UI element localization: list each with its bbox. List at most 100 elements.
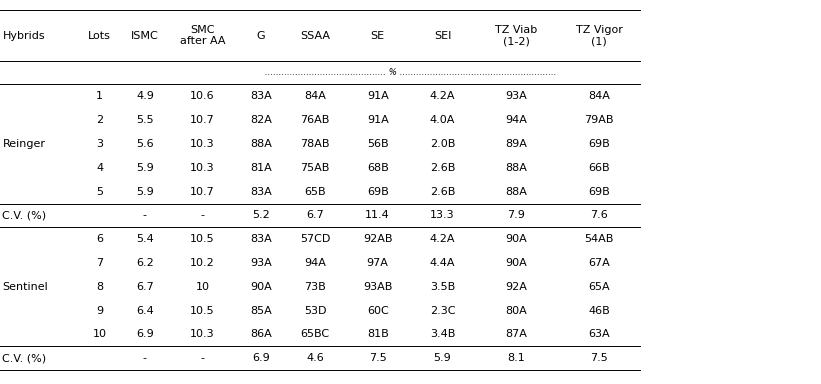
Text: 65BC: 65BC: [300, 329, 330, 339]
Text: 10.3: 10.3: [190, 139, 214, 149]
Text: 5.4: 5.4: [136, 234, 154, 244]
Text: 10: 10: [93, 329, 107, 339]
Text: 13.3: 13.3: [430, 210, 455, 220]
Text: 93A: 93A: [250, 258, 272, 268]
Text: 90A: 90A: [506, 234, 527, 244]
Text: 3.4B: 3.4B: [430, 329, 455, 339]
Text: 5.9: 5.9: [136, 163, 154, 173]
Text: 5: 5: [96, 187, 103, 197]
Text: 5.9: 5.9: [433, 353, 452, 363]
Text: 66B: 66B: [589, 163, 610, 173]
Text: 10.5: 10.5: [190, 306, 214, 316]
Text: 9: 9: [96, 306, 103, 316]
Text: 69B: 69B: [589, 139, 610, 149]
Text: 88A: 88A: [506, 187, 527, 197]
Text: 6.9: 6.9: [252, 353, 270, 363]
Text: 1: 1: [96, 91, 103, 101]
Text: 53D: 53D: [304, 306, 327, 316]
Text: 92A: 92A: [506, 282, 527, 292]
Text: 73B: 73B: [305, 282, 326, 292]
Text: 76AB: 76AB: [300, 115, 330, 125]
Text: 69B: 69B: [367, 187, 388, 197]
Text: 83A: 83A: [250, 187, 272, 197]
Text: 4.6: 4.6: [306, 353, 324, 363]
Text: 60C: 60C: [367, 306, 388, 316]
Text: 10.3: 10.3: [190, 329, 214, 339]
Text: 4.9: 4.9: [136, 91, 154, 101]
Text: 54AB: 54AB: [585, 234, 614, 244]
Text: -: -: [143, 210, 147, 220]
Text: 10.7: 10.7: [190, 187, 215, 197]
Text: 90A: 90A: [506, 258, 527, 268]
Text: 93A: 93A: [506, 91, 527, 101]
Text: 2.0B: 2.0B: [430, 139, 455, 149]
Text: 90A: 90A: [250, 282, 272, 292]
Text: Hybrids: Hybrids: [2, 30, 45, 41]
Text: 86A: 86A: [250, 329, 272, 339]
Text: SSAA: SSAA: [300, 30, 330, 41]
Text: 94A: 94A: [305, 258, 326, 268]
Text: 83A: 83A: [250, 91, 272, 101]
Text: Lots: Lots: [89, 30, 111, 41]
Text: 6.4: 6.4: [136, 306, 154, 316]
Text: 69B: 69B: [589, 187, 610, 197]
Text: 91A: 91A: [367, 115, 388, 125]
Text: -: -: [143, 353, 147, 363]
Text: 4.0A: 4.0A: [430, 115, 455, 125]
Text: Sentinel: Sentinel: [2, 282, 48, 292]
Text: 10.5: 10.5: [190, 234, 214, 244]
Text: 46B: 46B: [589, 306, 610, 316]
Text: 87A: 87A: [506, 329, 527, 339]
Text: ISMC: ISMC: [131, 30, 158, 41]
Text: C.V. (%): C.V. (%): [2, 353, 47, 363]
Text: 84A: 84A: [589, 91, 610, 101]
Text: -: -: [200, 210, 204, 220]
Text: 91A: 91A: [367, 91, 388, 101]
Text: 4.2A: 4.2A: [429, 91, 456, 101]
Text: 6.9: 6.9: [136, 329, 154, 339]
Text: 78AB: 78AB: [300, 139, 330, 149]
Text: 5.9: 5.9: [136, 187, 154, 197]
Text: 6.2: 6.2: [136, 258, 154, 268]
Text: 6.7: 6.7: [136, 282, 154, 292]
Text: 7: 7: [96, 258, 103, 268]
Text: 10: 10: [195, 282, 209, 292]
Text: 81A: 81A: [250, 163, 272, 173]
Text: 97A: 97A: [367, 258, 388, 268]
Text: G: G: [257, 30, 265, 41]
Text: 7.9: 7.9: [507, 210, 525, 220]
Text: 2.6B: 2.6B: [430, 163, 455, 173]
Text: 84A: 84A: [305, 91, 326, 101]
Text: 57CD: 57CD: [300, 234, 330, 244]
Text: 7.5: 7.5: [369, 353, 387, 363]
Text: 67A: 67A: [589, 258, 610, 268]
Text: TZ Vigor
(1): TZ Vigor (1): [576, 25, 623, 46]
Text: Reinger: Reinger: [2, 139, 45, 149]
Text: SMC
after AA: SMC after AA: [180, 25, 225, 46]
Text: 81B: 81B: [367, 329, 388, 339]
Text: 4.4A: 4.4A: [429, 258, 456, 268]
Text: 93AB: 93AB: [363, 282, 392, 292]
Text: TZ Viab
(1-2): TZ Viab (1-2): [495, 25, 538, 46]
Text: 75AB: 75AB: [300, 163, 330, 173]
Text: 8: 8: [96, 282, 103, 292]
Text: 11.4: 11.4: [365, 210, 390, 220]
Text: 68B: 68B: [367, 163, 388, 173]
Text: SE: SE: [370, 30, 385, 41]
Text: 63A: 63A: [589, 329, 610, 339]
Text: 5.2: 5.2: [252, 210, 270, 220]
Text: 2.3C: 2.3C: [429, 306, 456, 316]
Text: 6.7: 6.7: [306, 210, 324, 220]
Text: 7.5: 7.5: [590, 353, 608, 363]
Text: 4: 4: [96, 163, 103, 173]
Text: 80A: 80A: [506, 306, 527, 316]
Text: 88A: 88A: [250, 139, 272, 149]
Text: 85A: 85A: [250, 306, 272, 316]
Text: 3: 3: [96, 139, 103, 149]
Text: C.V. (%): C.V. (%): [2, 210, 47, 220]
Text: 10.2: 10.2: [190, 258, 215, 268]
Text: -: -: [200, 353, 204, 363]
Text: SEI: SEI: [433, 30, 452, 41]
Text: 92AB: 92AB: [363, 234, 392, 244]
Text: 79AB: 79AB: [585, 115, 614, 125]
